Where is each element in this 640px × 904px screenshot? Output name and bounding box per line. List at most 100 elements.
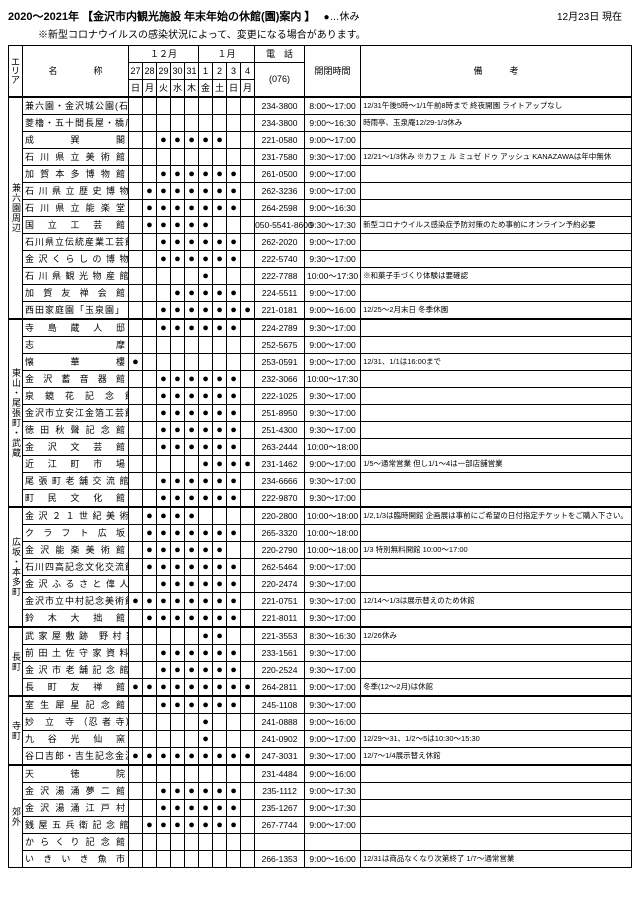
- phone: 265-3320: [255, 525, 305, 542]
- closed-marker: [129, 200, 143, 217]
- closed-marker: ●: [185, 576, 199, 593]
- closed-marker: ●: [213, 627, 227, 645]
- closed-marker: ●: [171, 302, 185, 320]
- closed-marker: ●: [185, 371, 199, 388]
- closed-marker: ●: [199, 800, 213, 817]
- closed-marker: ●: [199, 542, 213, 559]
- hours: 9:00～17:00: [305, 559, 361, 576]
- closed-marker: ●: [185, 507, 199, 525]
- phone: 234-3800: [255, 115, 305, 132]
- closed-marker: [143, 251, 157, 268]
- closed-marker: ●: [213, 200, 227, 217]
- closed-marker: ●: [213, 473, 227, 490]
- closed-marker: ●: [213, 490, 227, 508]
- closed-marker: ●: [213, 319, 227, 337]
- closed-marker: ●: [185, 473, 199, 490]
- closed-marker: [227, 132, 241, 149]
- closed-marker: ●: [227, 593, 241, 610]
- hours: 9:30～17:00: [305, 388, 361, 405]
- closed-marker: [241, 834, 255, 851]
- phone: 221-0580: [255, 132, 305, 149]
- closed-marker: [143, 97, 157, 115]
- page-title: 2020～2021年 【金沢市内観光施設 年末年始の休館(園)案内 】: [8, 8, 315, 24]
- closed-marker: [129, 610, 143, 628]
- hours: 9:30～17:00: [305, 593, 361, 610]
- phone: 241-0888: [255, 714, 305, 731]
- col-dow: 木: [185, 80, 199, 98]
- hours: 9:30～17:00: [305, 490, 361, 508]
- closed-marker: [185, 97, 199, 115]
- hours: 9:30～17:00: [305, 149, 361, 166]
- closed-marker: ●: [157, 251, 171, 268]
- closed-marker: ●: [143, 217, 157, 234]
- closed-marker: [199, 834, 213, 851]
- closed-marker: ●: [157, 319, 171, 337]
- sub-note: ※新型コロナウイルスの感染状況によって、変更になる場合があります。: [38, 26, 632, 41]
- closed-marker: ●: [157, 490, 171, 508]
- phone: 245-1108: [255, 696, 305, 714]
- hours: 9:00～16:00: [305, 714, 361, 731]
- closed-marker: ●: [143, 525, 157, 542]
- closed-marker: ●: [171, 800, 185, 817]
- closed-marker: [129, 627, 143, 645]
- closed-marker: [157, 714, 171, 731]
- closed-marker: ●: [199, 217, 213, 234]
- closed-marker: [185, 354, 199, 371]
- closed-marker: ●: [171, 251, 185, 268]
- hours: 8:00～17:00: [305, 97, 361, 115]
- phone: 222-7788: [255, 268, 305, 285]
- closed-marker: [241, 388, 255, 405]
- closed-marker: [171, 456, 185, 473]
- closed-marker: [213, 851, 227, 868]
- col-month-12: １２月: [129, 46, 199, 63]
- phone: 241-0902: [255, 731, 305, 748]
- phone: 224-2789: [255, 319, 305, 337]
- closed-marker: ●: [241, 679, 255, 697]
- closed-marker: ●: [199, 679, 213, 697]
- closed-marker: [213, 765, 227, 783]
- closed-marker: [213, 507, 227, 525]
- closed-marker: [143, 765, 157, 783]
- facility-name: 町 民 文 化 館: [23, 490, 129, 508]
- closed-marker: [143, 783, 157, 800]
- hours: 10:00～17:30: [305, 371, 361, 388]
- closed-marker: [129, 371, 143, 388]
- remarks: [361, 422, 632, 439]
- phone: 235-1267: [255, 800, 305, 817]
- facility-name: か ら く り 記 念 館: [23, 834, 129, 851]
- closed-marker: [185, 765, 199, 783]
- facility-name: 菱櫓・五十間長屋・橋爪門続櫓: [23, 115, 129, 132]
- closed-marker: ●: [185, 234, 199, 251]
- closed-marker: ●: [199, 422, 213, 439]
- closed-marker: ●: [171, 217, 185, 234]
- closed-marker: [129, 302, 143, 320]
- closed-marker: ●: [227, 456, 241, 473]
- hours: 9:00～16:30: [305, 200, 361, 217]
- closed-marker: ●: [157, 473, 171, 490]
- remarks: [361, 319, 632, 337]
- col-day-29: 29: [157, 63, 171, 80]
- phone: 262-5464: [255, 559, 305, 576]
- remarks: [361, 439, 632, 456]
- closed-marker: [143, 490, 157, 508]
- closed-marker: [227, 714, 241, 731]
- closed-marker: [199, 149, 213, 166]
- closed-marker: ●: [171, 285, 185, 302]
- closed-marker: ●: [185, 183, 199, 200]
- closed-marker: [171, 337, 185, 354]
- closed-marker: [213, 731, 227, 748]
- hours: 9:30～17:00: [305, 610, 361, 628]
- closed-marker: [241, 200, 255, 217]
- closed-marker: [129, 115, 143, 132]
- closed-marker: ●: [157, 783, 171, 800]
- facility-name: 九 谷 光 仙 窯: [23, 731, 129, 748]
- closed-marker: ●: [143, 817, 157, 834]
- area-label: 寺町: [9, 696, 23, 765]
- closed-marker: [213, 115, 227, 132]
- remarks: 1/3 特別無料開館 10:00～17:00: [361, 542, 632, 559]
- remarks: [361, 714, 632, 731]
- closed-marker: ●: [157, 166, 171, 183]
- col-day-4: 4: [241, 63, 255, 80]
- closed-marker: [129, 645, 143, 662]
- hours: 9:30～17:00: [305, 319, 361, 337]
